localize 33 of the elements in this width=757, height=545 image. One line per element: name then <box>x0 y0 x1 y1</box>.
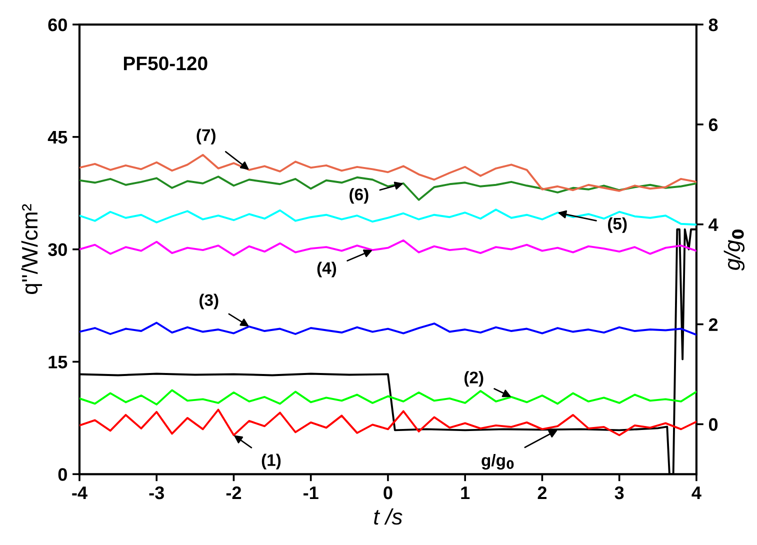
x-tick-label: -4 <box>72 486 88 500</box>
line-series <box>79 239 696 256</box>
annotation: PF50-120 <box>124 56 208 70</box>
x-tick-label: 1 <box>461 486 470 500</box>
y2-tick-label: 2 <box>708 318 718 331</box>
y-axis-title: q''/W/cm² <box>21 204 42 294</box>
y-tick-label: 60 <box>48 18 67 32</box>
y-tick-label: 30 <box>48 243 67 256</box>
y2-axis-title: g/g$_{0}$ <box>724 229 745 271</box>
annotation: (1) <box>262 454 281 470</box>
x-tick-label: 0 <box>384 486 392 500</box>
x-tick-label: -1 <box>304 486 318 500</box>
x-tick-label: 2 <box>538 486 546 500</box>
x-tick-label: 3 <box>614 486 624 500</box>
x-tick-label: 4 <box>692 486 702 500</box>
annotation: (6) <box>350 188 368 204</box>
x-axis-title: t /s <box>374 508 402 525</box>
y2-tick-label: 6 <box>708 118 718 132</box>
annotation: (4) <box>317 262 336 278</box>
y-tick-label: 45 <box>48 131 68 144</box>
annotation: (3) <box>200 294 218 310</box>
y-tick-label: 15 <box>48 356 68 368</box>
y2-tick-label: 8 <box>708 18 718 32</box>
annotation: (5) <box>608 217 627 233</box>
y2-tick-label: 0 <box>708 418 718 431</box>
annotation: (2) <box>464 371 484 387</box>
annotation: (7) <box>196 128 216 144</box>
annotation: g/g$_{0}$ <box>482 454 514 470</box>
line-series <box>79 389 696 406</box>
y-tick-label: 0 <box>58 468 67 481</box>
x-tick-label: -2 <box>226 486 242 500</box>
x-tick-label: -3 <box>149 486 164 500</box>
y2-tick-label: 4 <box>708 218 718 231</box>
